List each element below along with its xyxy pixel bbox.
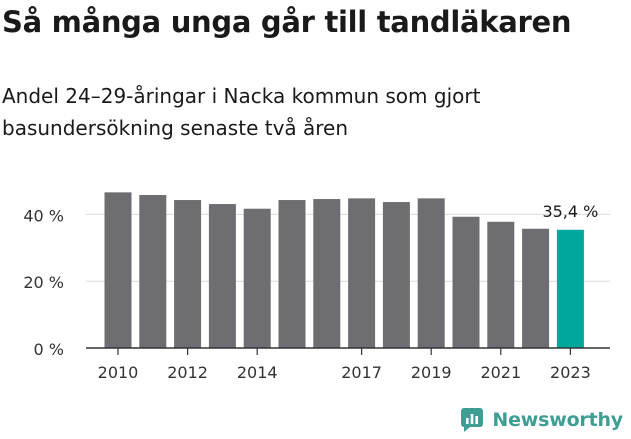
bar-2014 [243,208,271,348]
bar-2021 [487,221,515,348]
bar-2019 [417,198,445,348]
x-tick-label: 2021 [480,363,521,382]
chart-title: Så många unga går till tandläkaren [2,5,572,39]
bar-2015 [278,200,306,348]
x-tick-label: 2012 [167,363,208,382]
bar-2023 [556,229,584,348]
y-tick-label: 0 % [34,340,64,359]
x-tick-label: 2019 [411,363,452,382]
chart-subtitle: Andel 24–29-åringar i Nacka kommun som g… [2,84,481,140]
y-tick-label: 40 % [23,206,64,225]
bar-2020 [452,216,480,348]
bar-2011 [139,195,167,348]
bar-2016 [313,199,341,348]
brand-name: Newsworthy [492,409,623,431]
bar-2018 [382,202,410,348]
bar-2013 [208,204,236,348]
x-tick-label: 2014 [237,363,278,382]
x-tick-label: 2023 [550,363,591,382]
bar-chart: 0 % 20 % 40 % 2010 2012 2014 2017 2019 2021 2023 3… [23,192,610,382]
bar-2012 [174,200,202,348]
bar-2010 [104,192,132,348]
bar-2017 [348,198,376,348]
bar-chart-logo-icon [461,408,484,432]
x-tick-label: 2010 [98,363,139,382]
value-label: 35,4 % [542,202,598,221]
bar-2022 [522,228,550,348]
x-tick-label: 2017 [341,363,382,382]
newsworthy-logo: Newsworthy [460,407,623,433]
y-tick-label: 20 % [23,273,64,292]
